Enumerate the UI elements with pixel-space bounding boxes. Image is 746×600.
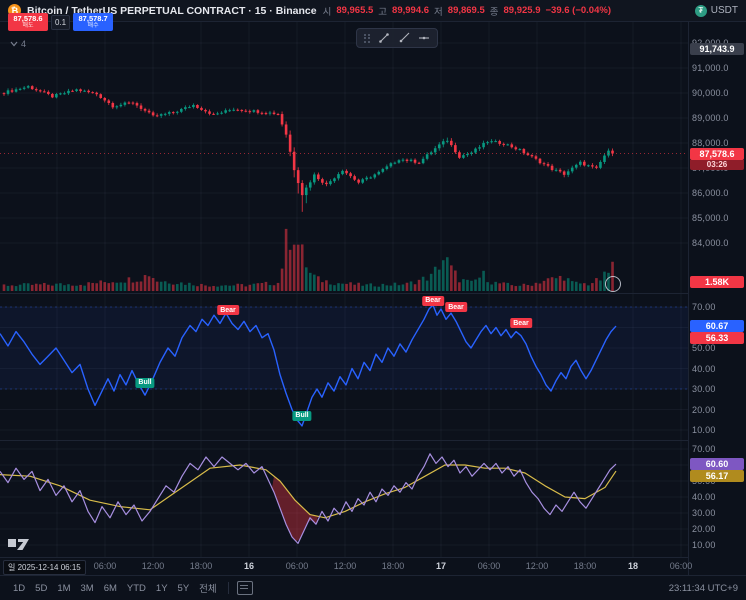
- quick-trade-panel: 87,578.6 매도 0.1 87,578.7 매수: [8, 13, 114, 31]
- high-value: 89,994.6: [392, 5, 430, 16]
- object-count: 4: [21, 39, 27, 49]
- bottom-toolbar: 1D 5D 1M 3M 6M YTD 1Y 5Y 전체 23:11:34 UTC+9: [0, 575, 746, 600]
- range-button-3M[interactable]: 3M: [80, 582, 94, 594]
- range-button-YTD[interactable]: YTD: [126, 582, 146, 594]
- quote-currency-selector[interactable]: ₮ USDT: [694, 4, 738, 17]
- ray-icon[interactable]: [398, 32, 410, 44]
- oscillator-fill: [272, 476, 318, 542]
- quote-currency-label: USDT: [710, 5, 738, 16]
- buy-button[interactable]: 87,578.7 매수: [73, 13, 114, 31]
- stoch-main-line: [0, 453, 617, 545]
- range-button-1D[interactable]: 1D: [13, 582, 26, 594]
- quantity-field[interactable]: 0.1: [51, 14, 71, 30]
- open-label: 시: [322, 6, 332, 18]
- low-label: 저: [434, 6, 443, 18]
- time-axis[interactable]: [0, 557, 688, 575]
- buy-label: 매수: [87, 23, 99, 29]
- change-value: −39.6 (−0.04%): [545, 5, 612, 16]
- momentum-line: [0, 304, 617, 427]
- range-button-1Y[interactable]: 1Y: [155, 582, 168, 594]
- range-button-전체[interactable]: 전체: [199, 584, 217, 595]
- chevron-down-icon: [10, 41, 18, 47]
- sell-price: 87,578.6: [13, 14, 43, 23]
- tradingview-logo[interactable]: [8, 536, 32, 555]
- sell-button[interactable]: 87,578.6 매도: [8, 13, 48, 31]
- sell-label: 매도: [22, 23, 34, 29]
- buy-price: 87,578.7: [78, 14, 108, 23]
- timezone-clock[interactable]: 23:11:34 UTC+9: [668, 582, 738, 594]
- candlestick-series: [2, 85, 614, 212]
- range-button-5D[interactable]: 5D: [35, 582, 48, 594]
- open-value: 89,965.5: [336, 5, 374, 16]
- session-date-badge: 일 2025-12-14 06:15: [3, 560, 86, 575]
- usdt-coin-icon: ₮: [694, 4, 707, 17]
- go-to-date-icon[interactable]: [236, 581, 253, 595]
- price-axis[interactable]: [689, 22, 746, 557]
- range-button-1M[interactable]: 1M: [57, 582, 71, 594]
- range-button-6M[interactable]: 6M: [103, 582, 117, 594]
- drag-handle[interactable]: [364, 33, 370, 43]
- toolbar-divider: [227, 582, 229, 594]
- trend-line-icon[interactable]: [378, 32, 390, 44]
- ohlc-values: 시 89,965.5 고 89,994.6 저 89,869.5 종 89,925.9 …: [323, 4, 611, 18]
- range-selector: 1D 5D 1M 3M 6M YTD 1Y 5Y 전체: [8, 579, 222, 597]
- high-label: 고: [378, 6, 388, 18]
- stoch-signal-line: [0, 464, 617, 519]
- cursor-highlight-ring: [605, 276, 621, 292]
- close-label: 종: [489, 6, 499, 18]
- close-value: 89,925.9: [503, 5, 541, 16]
- low-value: 89,869.5: [447, 5, 485, 16]
- volume-series: [2, 228, 614, 291]
- object-tree-toggle[interactable]: 4: [10, 39, 26, 49]
- oscillator-band: [0, 306, 688, 390]
- floating-drawing-toolbar[interactable]: [356, 28, 438, 48]
- horizontal-line-icon[interactable]: [418, 32, 430, 44]
- range-button-5Y[interactable]: 5Y: [177, 582, 190, 594]
